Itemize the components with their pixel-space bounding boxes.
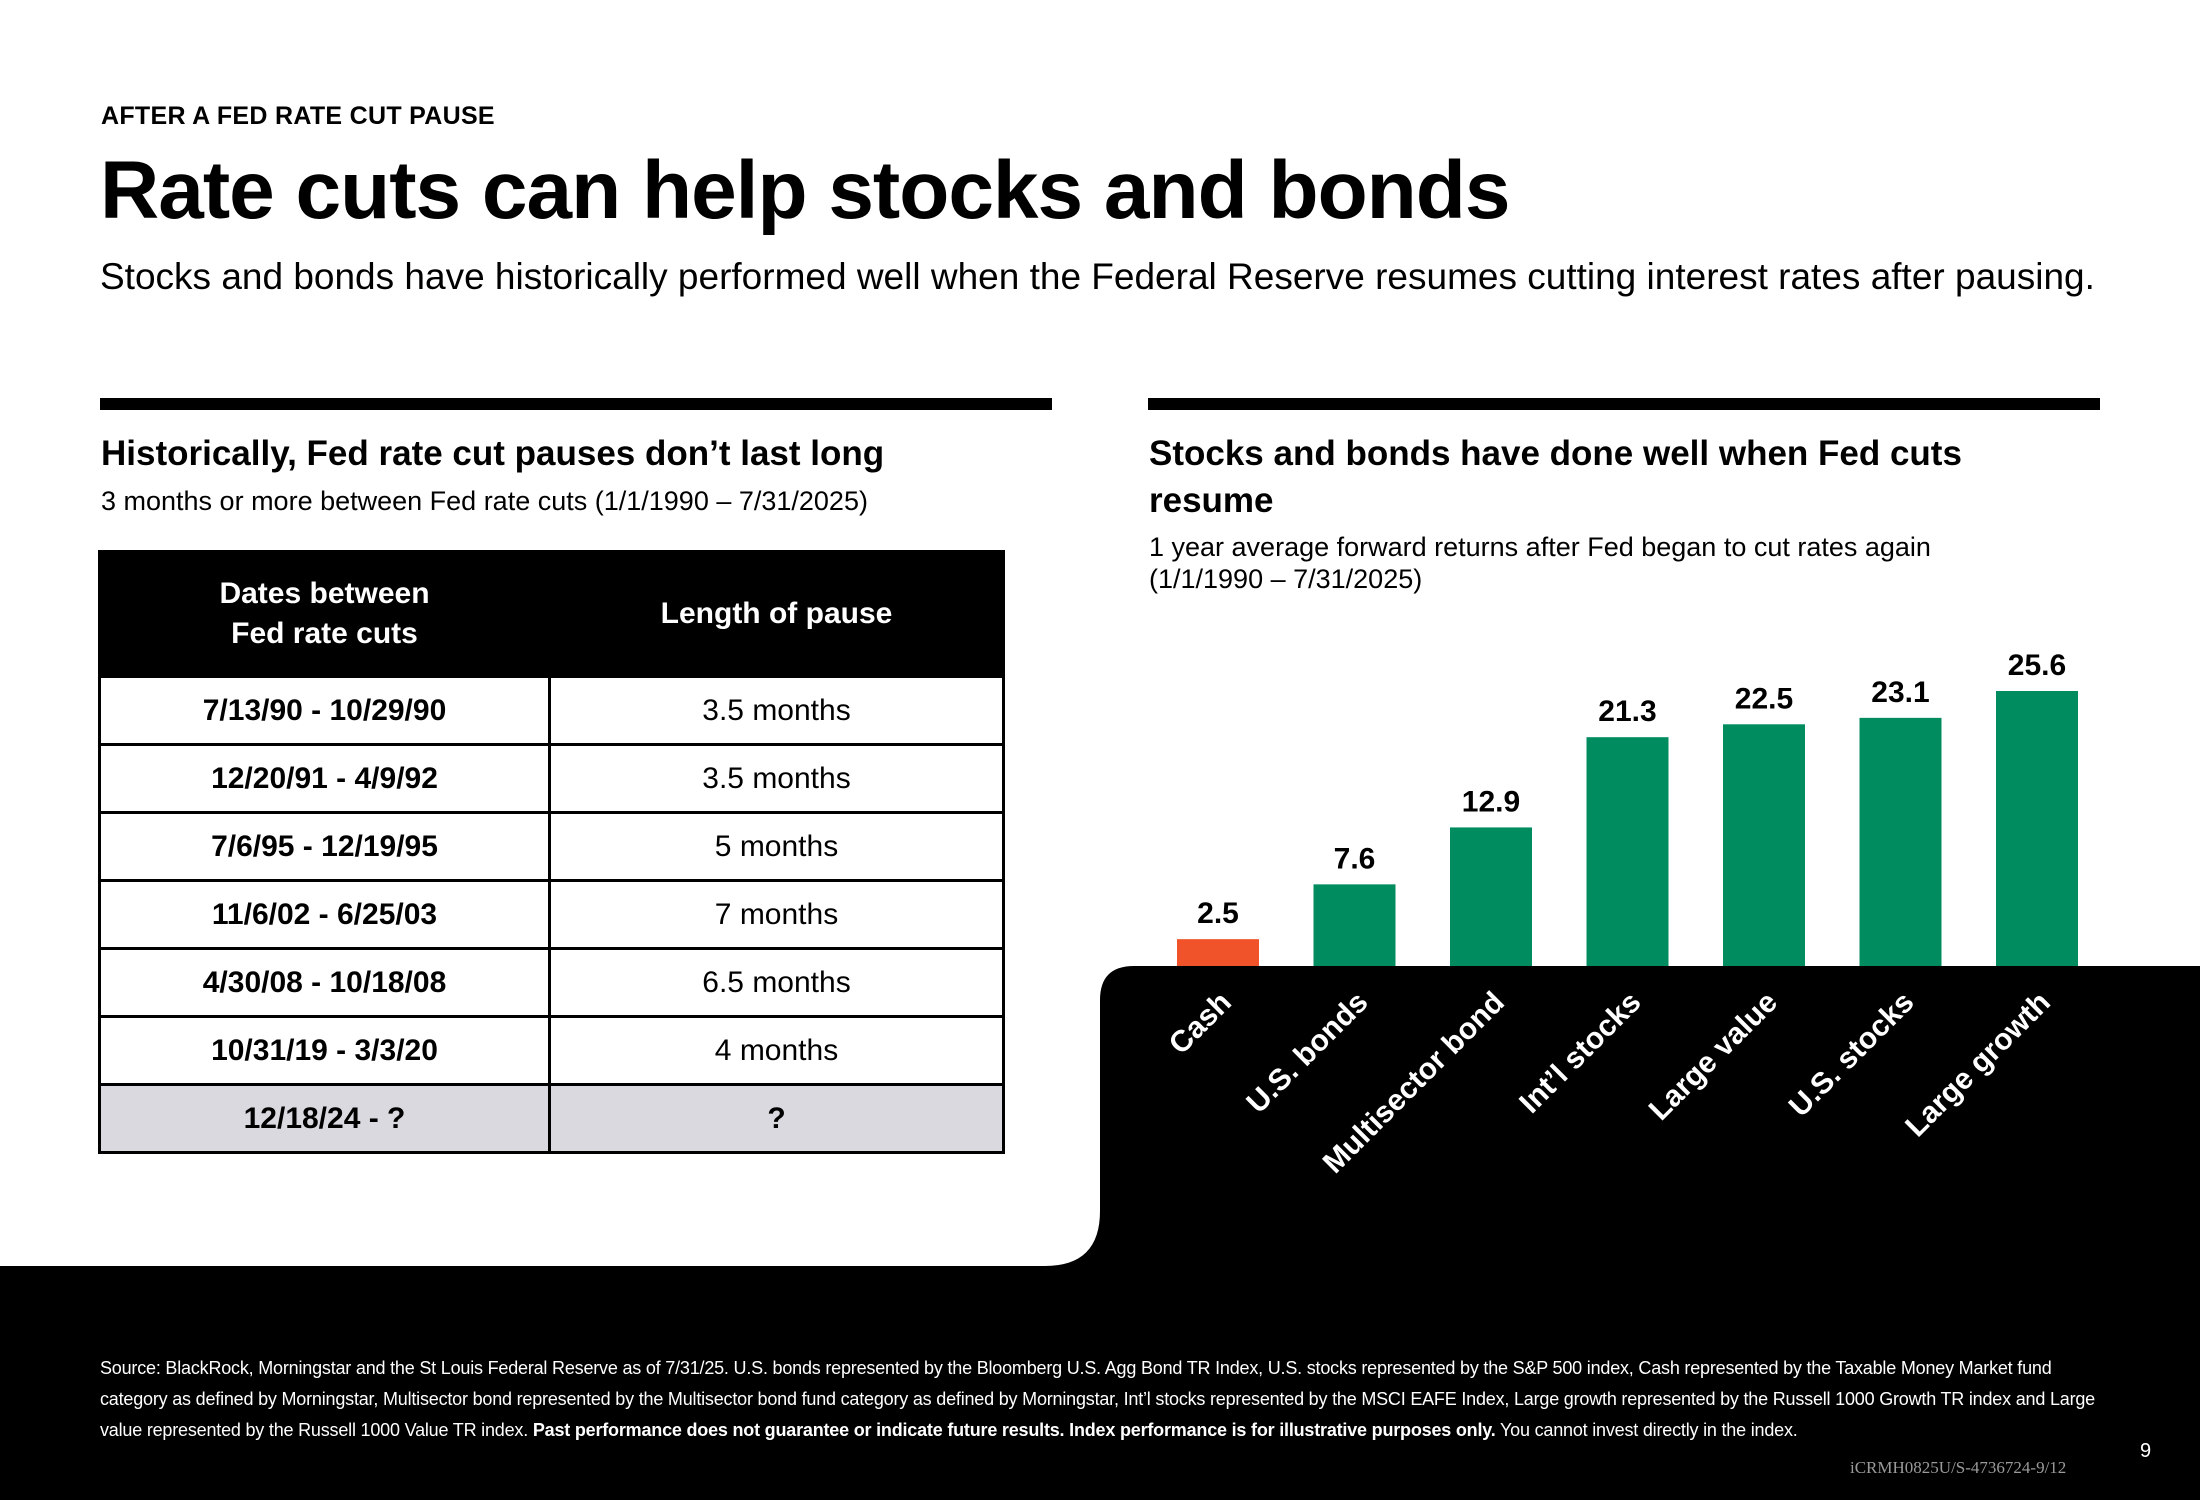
table-row: 7/13/90 - 10/29/90 3.5 months <box>98 675 1005 746</box>
footer-curve-corner <box>1045 1211 1100 1266</box>
table-header-row: Dates between Fed rate cuts Length of pa… <box>98 550 1005 678</box>
bar-value-label: 21.3 <box>1598 695 1656 728</box>
column-header-dates-line2: Fed rate cuts <box>231 617 418 650</box>
eyebrow-label: AFTER A FED RATE CUT PAUSE <box>101 102 495 130</box>
dates-cell: 12/20/91 - 4/9/92 <box>98 743 551 814</box>
right-panel-rule <box>1148 398 2100 410</box>
right-panel-title-line2: resume <box>1149 481 1274 520</box>
document-code: iCRMH0825U/S-4736724-9/12 <box>1850 1458 2067 1477</box>
length-cell: 5 months <box>548 811 1005 882</box>
length-cell: 7 months <box>548 879 1005 950</box>
source-footnote: Source: BlackRock, Morningstar and the S… <box>100 1353 2110 1446</box>
dates-cell: 4/30/08 - 10/18/08 <box>98 947 551 1018</box>
right-panel-title-line1: Stocks and bonds have done well when Fed… <box>1149 434 1962 473</box>
page-number: 9 <box>2140 1440 2152 1462</box>
bar-value-label: 23.1 <box>1871 676 1929 709</box>
bar-value-label: 7.6 <box>1334 842 1376 875</box>
chart-black-backdrop <box>1100 966 2200 1270</box>
column-header-dates: Dates between Fed rate cuts <box>98 550 551 678</box>
table-row: 4/30/08 - 10/18/08 6.5 months <box>98 947 1005 1018</box>
bar-2 <box>1313 884 1396 966</box>
left-panel-subtitle: 3 months or more between Fed rate cuts (… <box>101 486 868 516</box>
bar-1 <box>1177 939 1259 966</box>
bar-value-label: 2.5 <box>1197 897 1239 930</box>
right-panel-subtitle-line2: (1/1/1990 – 7/31/2025) <box>1149 564 1423 594</box>
length-cell: 3.5 months <box>548 675 1005 746</box>
length-cell: 3.5 months <box>548 743 1005 814</box>
dates-cell: 7/6/95 - 12/19/95 <box>98 811 551 882</box>
bar-7 <box>1996 691 2078 966</box>
table-row: 11/6/02 - 6/25/03 7 months <box>98 879 1005 950</box>
bar-value-label: 22.5 <box>1735 682 1793 715</box>
footer-band <box>0 1266 2200 1500</box>
page-subtitle: Stocks and bonds have historically perfo… <box>100 256 2095 297</box>
bar-value-label: 25.6 <box>2008 649 2066 682</box>
dates-cell: 10/31/19 - 3/3/20 <box>98 1015 551 1086</box>
dates-cell: 11/6/02 - 6/25/03 <box>98 879 551 950</box>
bar-3 <box>1450 827 1532 966</box>
dates-cell: 12/18/24 - ? <box>98 1083 551 1154</box>
bar-4 <box>1586 737 1669 966</box>
right-panel-subtitle-line1: 1 year average forward returns after Fed… <box>1149 532 1931 562</box>
rate-cut-pauses-table: Dates between Fed rate cuts Length of pa… <box>98 550 1005 1154</box>
table-row-current: 12/18/24 - ? ? <box>98 1083 1005 1154</box>
length-cell: 6.5 months <box>548 947 1005 1018</box>
length-cell: ? <box>548 1083 1005 1154</box>
column-header-dates-line1: Dates between <box>219 577 430 610</box>
left-panel-title: Historically, Fed rate cut pauses don’t … <box>101 434 885 473</box>
bar-value-label: 12.9 <box>1462 785 1520 818</box>
dates-cell: 7/13/90 - 10/29/90 <box>98 675 551 746</box>
column-header-length: Length of pause <box>548 550 1005 678</box>
disclaimer-bold: Past performance does not guarantee or i… <box>532 1420 1496 1440</box>
table-row: 12/20/91 - 4/9/92 3.5 months <box>98 743 1005 814</box>
table-row: 7/6/95 - 12/19/95 5 months <box>98 811 1005 882</box>
page-title: Rate cuts can help stocks and bonds <box>100 145 1510 236</box>
bar-5 <box>1723 724 1805 966</box>
disclaimer-tail: You cannot invest directly in the index. <box>1500 1420 1798 1440</box>
left-panel-rule <box>100 398 1052 410</box>
source-text: Source: BlackRock, Morningstar and the S… <box>100 1358 2095 1440</box>
bar-6 <box>1859 717 1942 966</box>
length-cell: 4 months <box>548 1015 1005 1086</box>
table-row: 10/31/19 - 3/3/20 4 months <box>98 1015 1005 1086</box>
